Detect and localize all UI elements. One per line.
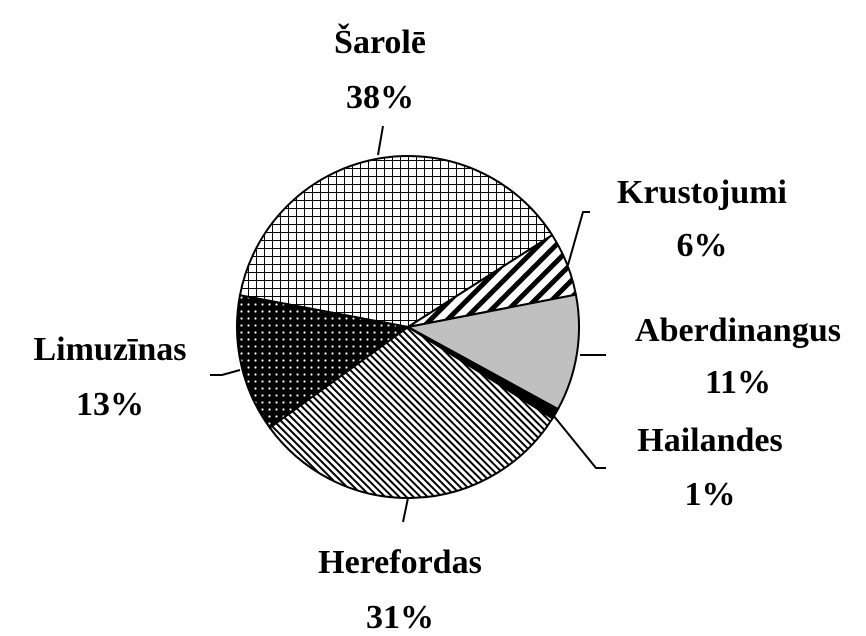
value-label: 31% (366, 599, 434, 636)
slice-label: Limuzīnas (33, 331, 186, 368)
leader-line (552, 414, 606, 469)
leader-line (567, 211, 590, 266)
slice-label: Krustojumi (617, 174, 787, 211)
value-label: 38% (346, 79, 414, 116)
slice-label: Hailandes (637, 422, 782, 459)
leader-line (402, 497, 409, 523)
pie-slice (236, 294, 411, 430)
slice-label: Šarolē (334, 23, 426, 61)
pie-slice (268, 325, 554, 499)
value-label: 11% (705, 364, 771, 401)
leader-line (210, 369, 241, 376)
slice-label: Aberdinangus (635, 312, 841, 349)
value-label: 1% (685, 476, 736, 513)
leader-line (377, 125, 384, 156)
value-label: 6% (677, 227, 728, 264)
slice-label: Herefordas (318, 544, 482, 581)
value-label: 13% (76, 386, 144, 423)
pie-slice (405, 293, 580, 411)
